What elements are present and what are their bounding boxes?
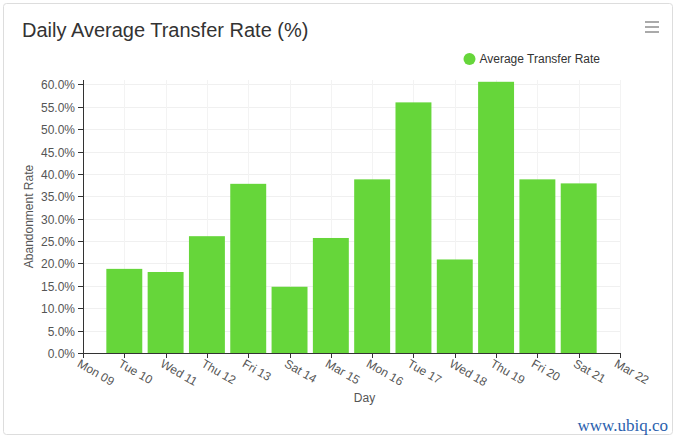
- y-tick-label: 10.0%: [41, 302, 75, 316]
- bar: [230, 184, 266, 353]
- legend-label: Average Transfer Rate: [479, 52, 600, 66]
- bar: [437, 259, 473, 353]
- x-tick-label: Sat 21: [571, 356, 608, 386]
- card: [4, 4, 673, 435]
- y-tick: [78, 129, 83, 130]
- y-tick: [78, 196, 83, 197]
- x-tick-label: Mar 15: [323, 356, 363, 387]
- x-tick-label: Wed 11: [158, 356, 200, 388]
- y-tick-label: 0.0%: [48, 347, 76, 361]
- bar: [395, 102, 431, 353]
- y-tick-label: 30.0%: [41, 213, 75, 227]
- bar: [313, 238, 349, 353]
- y-tick-label: 15.0%: [41, 280, 75, 294]
- x-tick-label: Mon 09: [75, 356, 117, 388]
- y-tick: [78, 353, 83, 354]
- grid: [83, 80, 621, 354]
- x-tick-label: Thu 12: [199, 356, 239, 387]
- bar: [519, 179, 555, 353]
- title: Daily Average Transfer Rate (%): [22, 19, 308, 41]
- y-tick-label: 45.0%: [41, 146, 75, 160]
- y-tick: [78, 174, 83, 175]
- watermark: www.ubiq.co: [578, 416, 669, 435]
- x-grid-line: [620, 80, 621, 353]
- x-tick-label: Mar 22: [612, 356, 652, 387]
- bar: [561, 183, 597, 353]
- x-tick-label: Tue 17: [405, 356, 444, 387]
- y-tick-label: 40.0%: [41, 168, 75, 182]
- bars: [106, 82, 596, 353]
- x-axis-label: Day: [354, 391, 375, 405]
- y-grid-line: [83, 174, 620, 175]
- y-tick-label: 60.0%: [41, 78, 75, 92]
- y-tick: [78, 107, 83, 108]
- y-grid-line: [83, 84, 620, 85]
- y-tick: [78, 241, 83, 242]
- bar: [189, 236, 225, 353]
- x-tick-label: Wed 18: [447, 356, 490, 389]
- bar: [106, 269, 142, 353]
- bar: [148, 272, 184, 353]
- bar: [272, 287, 308, 353]
- x-tick-label: Fri 20: [529, 356, 563, 384]
- y-tick: [78, 331, 83, 332]
- x-tick-label: Thu 19: [488, 356, 528, 387]
- legend-swatch: [463, 53, 475, 65]
- y-tick: [78, 308, 83, 309]
- x-tick-label: Tue 10: [116, 356, 155, 387]
- menu-icon[interactable]: [645, 21, 659, 33]
- bar: [354, 179, 390, 353]
- bar: [478, 82, 514, 353]
- y-tick-label: 20.0%: [41, 257, 75, 271]
- menu-bar: [645, 26, 659, 28]
- y-tick: [78, 219, 83, 220]
- legend: Average Transfer Rate: [463, 52, 600, 66]
- y-tick: [78, 152, 83, 153]
- y-tick: [78, 286, 83, 287]
- y-tick-label: 35.0%: [41, 190, 75, 204]
- y-grid-line: [83, 353, 620, 354]
- y-grid-line: [83, 107, 620, 108]
- menu-bar: [645, 31, 659, 33]
- y-tick-label: 5.0%: [48, 325, 76, 339]
- y-grid-line: [83, 152, 620, 153]
- axes: 0.0% 5.0% 10.0% 15.0% 20.0% 25.0% 30.0% 35.0% 40…: [41, 78, 652, 390]
- y-tick-label: 25.0%: [41, 235, 75, 249]
- x-grid-line: [83, 80, 84, 353]
- x-tick-label: Sat 14: [282, 356, 319, 386]
- y-tick-label: 55.0%: [41, 101, 75, 115]
- y-axis-label: Abandonment Rate: [22, 164, 36, 268]
- y-tick-label: 50.0%: [41, 123, 75, 137]
- y-grid-line: [83, 129, 620, 130]
- x-tick-label: Mon 16: [364, 356, 406, 388]
- y-axis-line: [83, 80, 84, 353]
- y-tick: [78, 263, 83, 264]
- menu-bar: [645, 21, 659, 23]
- y-tick: [78, 84, 83, 85]
- x-axis-line: [83, 353, 620, 354]
- x-tick-label: Fri 13: [240, 356, 274, 384]
- chart: Daily Average Transfer Rate (%) 0.0% 5.0% 1…: [0, 0, 676, 438]
